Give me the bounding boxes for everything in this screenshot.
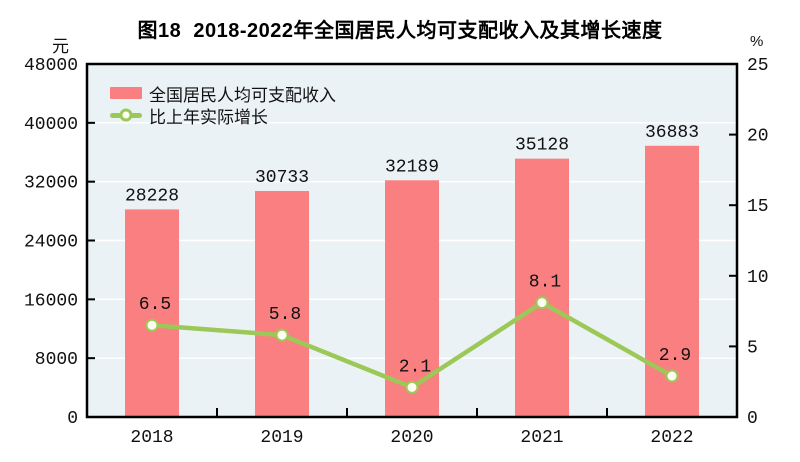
legend-item-income: 全国居民人均可支配收入 — [110, 82, 336, 105]
x-axis-label-2020: 2020 — [390, 428, 433, 448]
marker-2018 — [145, 318, 159, 332]
left-axis-tick-label: 8000 — [35, 350, 78, 370]
line-marker-icon — [119, 108, 133, 122]
bar-2018 — [125, 209, 179, 417]
plot-border — [85, 62, 739, 419]
left-axis-tick-label: 48000 — [24, 56, 78, 76]
chart-title: 图18 2018-2022年全国居民人均可支配收入及其增长速度 — [137, 20, 663, 42]
x-axis-label-2022: 2022 — [650, 428, 693, 448]
right-axis-tick-label: 10 — [747, 268, 769, 288]
right-axis-tick-label: 20 — [747, 127, 769, 147]
line-value-label: 6.5 — [139, 295, 171, 315]
bar-2021 — [515, 158, 569, 417]
legend-label-income: 全国居民人均可支配收入 — [149, 85, 336, 105]
left-axis-tick-label: 24000 — [24, 233, 78, 253]
legend: 全国居民人均可支配收入 比上年实际增长 — [110, 82, 336, 127]
line-swatch-icon — [110, 108, 142, 122]
legend-label-growth: 比上年实际增长 — [149, 107, 268, 127]
marker-2021 — [535, 296, 549, 310]
bar-value-label: 32189 — [385, 157, 439, 177]
left-axis-tick-label: 32000 — [24, 174, 78, 194]
marker-2020 — [405, 380, 419, 394]
bar-2019 — [255, 190, 309, 417]
left-axis-tick-label: 0 — [67, 409, 78, 429]
marker-2019 — [275, 328, 289, 342]
marker-2022 — [665, 369, 679, 383]
line-value-label: 2.1 — [399, 357, 431, 377]
bar-value-label: 36883 — [645, 123, 699, 143]
x-axis-label-2018: 2018 — [130, 428, 173, 448]
line-value-label: 5.8 — [269, 305, 301, 325]
right-axis-tick-label: 0 — [747, 409, 758, 429]
bar-value-label: 30733 — [255, 168, 309, 188]
left-axis-tick-label: 40000 — [24, 115, 78, 135]
line-value-label: 2.9 — [659, 346, 691, 366]
left-axis-tick-label: 16000 — [24, 291, 78, 311]
x-axis-label-2019: 2019 — [260, 428, 303, 448]
bar-value-label: 28228 — [125, 186, 179, 206]
right-axis-unit-label: % — [750, 33, 764, 50]
line-value-label: 8.1 — [529, 273, 561, 293]
bar-swatch-icon — [110, 87, 142, 99]
left-axis-unit-label: 元 — [52, 37, 69, 56]
right-axis-tick-label: 25 — [747, 56, 769, 76]
bar-value-label: 35128 — [515, 136, 569, 156]
x-axis-label-2021: 2021 — [520, 428, 563, 448]
right-axis-tick-label: 15 — [747, 197, 769, 217]
legend-item-growth: 比上年实际增长 — [110, 104, 336, 127]
right-axis-tick-label: 5 — [747, 338, 758, 358]
